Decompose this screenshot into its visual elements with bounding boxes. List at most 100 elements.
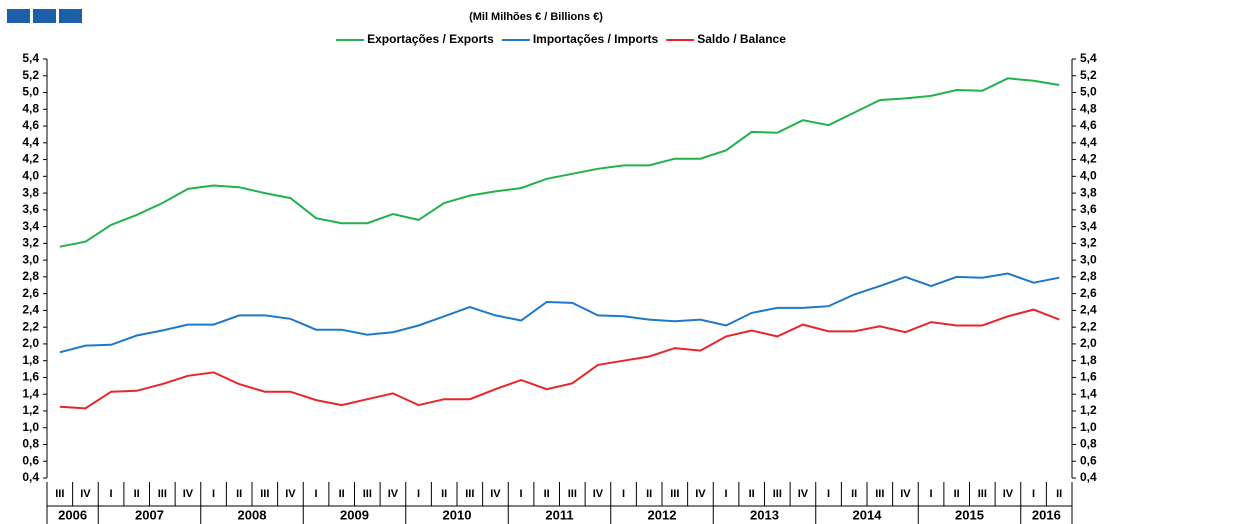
- x-tick-label: IV: [490, 488, 501, 500]
- x-tick-label: IV: [798, 488, 809, 500]
- x-tick-label: IV: [695, 488, 706, 500]
- y-tick-label: 4,4: [22, 135, 39, 149]
- y-tick-label: 2,2: [22, 319, 39, 333]
- y-tick-label: 5,2: [22, 68, 39, 82]
- series-line: [59, 77, 1060, 248]
- x-tick-label: I: [930, 488, 933, 500]
- y-tick-label: 2,4: [22, 303, 39, 317]
- year-label: 2009: [340, 507, 369, 522]
- y-tick-label: 2,0: [22, 336, 39, 350]
- y-tick-label: 3,8: [22, 185, 39, 199]
- year-label: 2012: [648, 507, 677, 522]
- y-tick-label: 4,0: [22, 168, 39, 182]
- year-label: 2014: [853, 507, 883, 522]
- x-tick-label: III: [465, 488, 474, 500]
- y2-tick-label: 5,4: [1080, 51, 1097, 65]
- x-tick-label: IV: [183, 488, 194, 500]
- year-label: 2016: [1032, 507, 1061, 522]
- x-tick-label: III: [260, 488, 269, 500]
- y-tick-label: 0,8: [22, 437, 39, 451]
- y-tick-label: 3,2: [22, 236, 39, 250]
- x-tick-label: IV: [593, 488, 604, 500]
- year-label: 2006: [58, 507, 87, 522]
- y-tick-label: 3,4: [22, 219, 39, 233]
- y2-tick-label: 4,4: [1080, 135, 1097, 149]
- y2-tick-label: 1,6: [1080, 370, 1097, 384]
- y2-tick-label: 1,2: [1080, 403, 1097, 417]
- y2-tick-label: 2,0: [1080, 336, 1097, 350]
- y-tick-label: 1,2: [22, 403, 39, 417]
- series-line: [59, 272, 1060, 354]
- y2-tick-label: 1,0: [1080, 420, 1097, 434]
- x-tick-label: IV: [1003, 488, 1014, 500]
- x-tick-label: III: [978, 488, 987, 500]
- x-tick-label: I: [725, 488, 728, 500]
- x-tick-label: I: [1032, 488, 1035, 500]
- year-label: 2011: [545, 507, 573, 522]
- y-tick-label: 0,4: [22, 470, 39, 484]
- y2-tick-label: 4,2: [1080, 152, 1097, 166]
- y2-tick-label: 4,0: [1080, 168, 1097, 182]
- x-tick-label: II: [954, 488, 960, 500]
- y2-tick-label: 0,8: [1080, 437, 1097, 451]
- y-tick-label: 5,4: [22, 51, 39, 65]
- x-tick-label: I: [417, 488, 420, 500]
- legend-label: Saldo / Balance: [697, 32, 786, 46]
- x-tick-label: II: [749, 488, 755, 500]
- y2-tick-label: 0,6: [1080, 453, 1097, 467]
- y2-tick-label: 2,4: [1080, 303, 1097, 317]
- y2-tick-label: 2,2: [1080, 319, 1097, 333]
- x-tick-label: IV: [80, 488, 91, 500]
- y-tick-label: 0,6: [22, 453, 39, 467]
- year-label: 2015: [955, 507, 984, 522]
- x-tick-label: I: [315, 488, 318, 500]
- x-tick-label: I: [622, 488, 625, 500]
- y-tick-label: 5,0: [22, 85, 39, 99]
- x-tick-label: II: [134, 488, 140, 500]
- legend-label: Importações / Imports: [533, 32, 659, 46]
- year-label: 2013: [750, 507, 779, 522]
- y-tick-label: 2,6: [22, 286, 39, 300]
- y-tick-label: 1,8: [22, 353, 39, 367]
- y-tick-label: 1,4: [22, 386, 39, 400]
- y2-tick-label: 3,0: [1080, 252, 1097, 266]
- y2-tick-label: 4,8: [1080, 101, 1097, 115]
- x-tick-label: II: [544, 488, 550, 500]
- x-tick-label: IV: [900, 488, 911, 500]
- y2-tick-label: 0,4: [1080, 470, 1097, 484]
- y-tick-label: 3,0: [22, 252, 39, 266]
- x-tick-label: II: [339, 488, 345, 500]
- x-tick-label: III: [363, 488, 372, 500]
- x-tick-label: I: [520, 488, 523, 500]
- y2-tick-label: 2,6: [1080, 286, 1097, 300]
- year-label: 2008: [238, 507, 267, 522]
- y-tick-label: 2,8: [22, 269, 39, 283]
- y2-tick-label: 5,0: [1080, 85, 1097, 99]
- x-tick-label: III: [875, 488, 884, 500]
- x-tick-label: III: [55, 488, 64, 500]
- chart-title: (Mil Milhões € / Billions €): [469, 11, 603, 23]
- y2-tick-label: 3,4: [1080, 219, 1097, 233]
- y-tick-label: 3,6: [22, 202, 39, 216]
- y-tick-label: 4,2: [22, 152, 39, 166]
- x-tick-label: II: [236, 488, 242, 500]
- y-tick-label: 4,8: [22, 101, 39, 115]
- series-line: [59, 308, 1060, 410]
- x-tick-label: I: [212, 488, 215, 500]
- y2-tick-label: 3,6: [1080, 202, 1097, 216]
- x-tick-label: II: [646, 488, 652, 500]
- year-label: 2010: [443, 507, 472, 522]
- y-tick-label: 1,0: [22, 420, 39, 434]
- x-tick-label: III: [158, 488, 167, 500]
- y2-tick-label: 3,8: [1080, 185, 1097, 199]
- x-tick-label: II: [851, 488, 857, 500]
- x-tick-label: III: [568, 488, 577, 500]
- legend-label: Exportações / Exports: [367, 32, 494, 46]
- year-label: 2007: [135, 507, 164, 522]
- y2-tick-label: 1,8: [1080, 353, 1097, 367]
- x-tick-label: I: [110, 488, 113, 500]
- y2-tick-label: 2,8: [1080, 269, 1097, 283]
- y2-tick-label: 5,2: [1080, 68, 1097, 82]
- y2-tick-label: 4,6: [1080, 118, 1097, 132]
- x-tick-label: III: [773, 488, 782, 500]
